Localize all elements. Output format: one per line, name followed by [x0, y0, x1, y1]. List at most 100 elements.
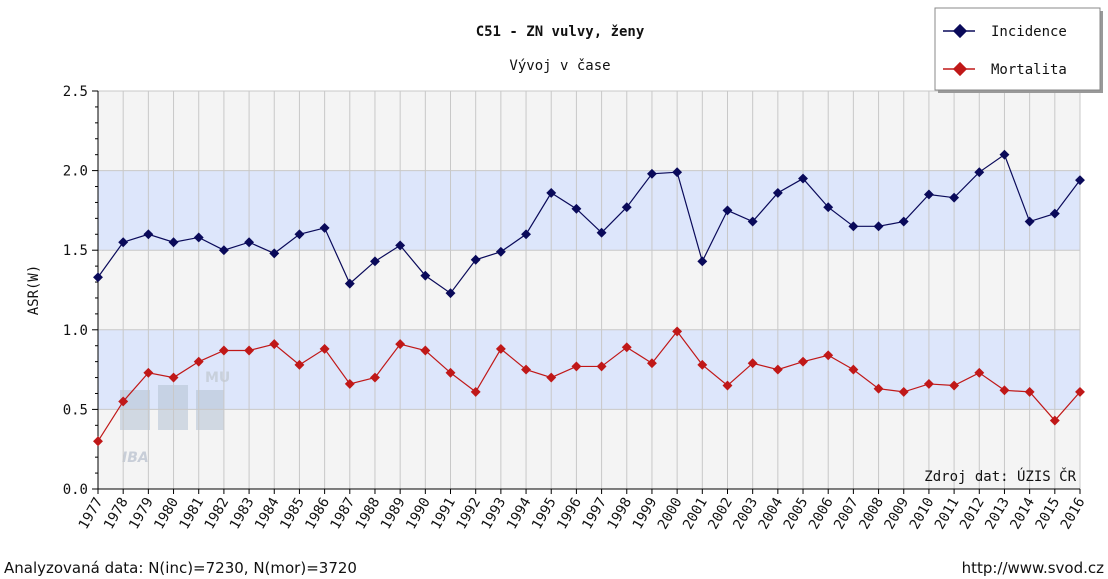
x-tick-label: 2011: [932, 495, 963, 532]
data-point: [848, 364, 859, 375]
data-point: [898, 216, 909, 227]
x-tick-label: 1977: [76, 495, 107, 532]
legend-box: [934, 7, 1101, 91]
x-tick-label: 1979: [126, 495, 157, 532]
y-tick-label: 0.5: [63, 402, 88, 418]
data-point: [445, 367, 456, 378]
logo-top: MU: [205, 370, 230, 386]
data-point: [370, 372, 380, 383]
y-tick-label: 2.5: [63, 84, 88, 100]
data-point: [193, 232, 204, 243]
x-tick-label: 1987: [328, 495, 359, 532]
chart-title: C51 - ZN vulvy, ženy: [476, 24, 645, 40]
data-point: [420, 270, 431, 281]
x-tick-label: 1988: [353, 495, 384, 532]
data-point: [1024, 386, 1035, 397]
data-point: [118, 237, 129, 248]
x-tick-label: 1990: [403, 495, 434, 532]
data-point: [697, 359, 708, 370]
data-point: [546, 187, 557, 198]
plot-background: [98, 91, 1080, 489]
data-point: [319, 222, 330, 233]
data-point: [319, 343, 330, 354]
data-point: [1024, 216, 1035, 227]
data-point: [772, 364, 783, 375]
x-tick-label: 1996: [554, 495, 585, 532]
data-point: [1049, 208, 1060, 219]
source-annotation: Zdroj dat: ÚZIS ČR: [924, 467, 1076, 485]
data-point: [143, 367, 154, 378]
x-tick-label: 1985: [277, 495, 308, 532]
y-axis-label: ASR(W): [26, 265, 42, 316]
data-point: [244, 345, 255, 356]
data-point: [546, 372, 557, 383]
data-point: [420, 345, 431, 356]
data-point: [898, 386, 909, 397]
data-point: [646, 168, 657, 179]
y-tick-label: 0.0: [63, 482, 88, 498]
data-point: [823, 202, 834, 213]
data-point: [1075, 175, 1085, 186]
x-tick-label: 2002: [705, 495, 736, 532]
data-point: [1049, 415, 1060, 426]
footer-left: Analyzovaná data: N(inc)=7230, N(mor)=37…: [4, 559, 357, 577]
data-point: [621, 342, 632, 353]
series-line: [97, 330, 1081, 442]
data-point: [974, 167, 985, 178]
data-point: [646, 358, 657, 369]
data-point: [521, 229, 532, 240]
data-point: [697, 256, 708, 267]
x-tick-label: 1997: [579, 495, 610, 532]
x-tick-label: 2016: [1058, 495, 1089, 532]
data-point: [168, 372, 179, 383]
data-point: [218, 245, 229, 256]
data-point: [974, 367, 985, 378]
logo-block: [158, 385, 188, 430]
x-tick-label: 1986: [302, 495, 333, 532]
chart-subtitle: Vývoj v čase: [509, 58, 610, 74]
data-point: [445, 288, 456, 299]
logo-block: [196, 390, 224, 430]
data-point: [621, 202, 632, 213]
data-point: [722, 380, 733, 391]
data-point: [294, 229, 305, 240]
legend-label: Mortalita: [991, 62, 1067, 78]
x-tick-label: 1984: [252, 495, 283, 532]
x-tick-label: 2015: [1033, 495, 1064, 532]
x-tick-label: 1995: [529, 495, 560, 532]
data-point: [848, 221, 859, 232]
data-point: [294, 359, 305, 370]
data-point: [269, 248, 280, 259]
x-tick-label: 1981: [176, 495, 207, 532]
data-point: [193, 356, 204, 367]
data-point: [999, 149, 1010, 160]
data-point: [823, 350, 834, 361]
legend-label: Incidence: [991, 24, 1067, 40]
data-point: [747, 358, 758, 369]
y-tick-label: 1.5: [63, 243, 88, 259]
logo-block: [120, 390, 150, 430]
data-point: [672, 167, 683, 178]
data-point: [370, 256, 380, 267]
x-tick-label: 1993: [479, 495, 510, 532]
band: [98, 170, 1080, 251]
data-point: [495, 343, 506, 354]
x-tick-label: 2001: [680, 495, 711, 532]
data-point: [168, 237, 179, 248]
data-point: [344, 278, 355, 289]
x-tick-label: 2007: [831, 495, 862, 532]
data-point: [873, 221, 884, 232]
data-point: [344, 378, 355, 389]
x-tick-label: 2009: [881, 495, 912, 532]
footer-right: http://www.svod.cz: [962, 559, 1105, 577]
data-point: [999, 385, 1010, 396]
y-tick-label: 1.0: [63, 323, 88, 339]
data-point: [672, 326, 683, 337]
data-point: [949, 192, 960, 203]
data-point: [395, 339, 406, 350]
x-tick-label: 2005: [781, 495, 812, 532]
logo-main: IBA: [122, 450, 149, 466]
x-tick-label: 1982: [202, 495, 233, 532]
x-tick-label: 1991: [428, 495, 459, 532]
